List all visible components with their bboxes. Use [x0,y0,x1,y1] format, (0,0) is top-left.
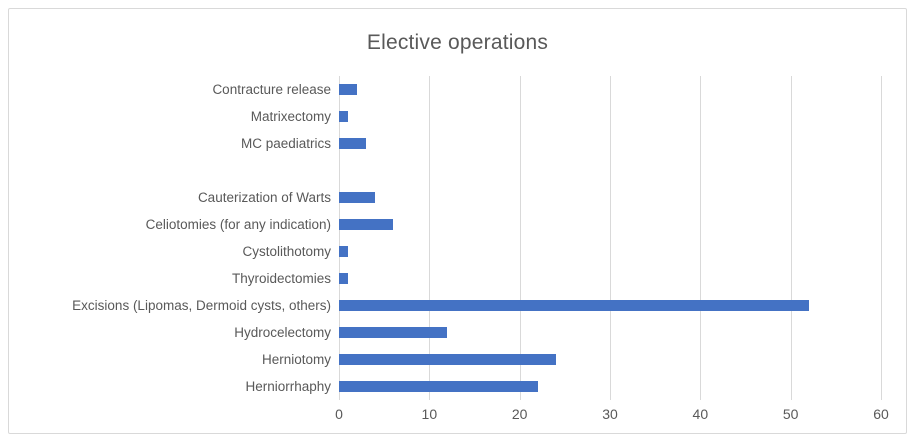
bar [339,300,809,311]
gridline [429,76,431,400]
bar-track [339,265,881,292]
bar [339,327,448,338]
bar [339,381,538,392]
bar [339,246,349,257]
category-label: Thyroidectomies [231,271,331,286]
bar [339,111,349,122]
chart-row [9,157,881,184]
bar-track [339,346,881,373]
gridline [610,76,611,400]
category-label: Excisions (Lipomas, Dermoid cysts, other… [72,298,331,313]
bar [339,273,349,284]
category-label: Cauterization of Warts [197,190,331,205]
category-label: Cystolithotomy [242,244,331,259]
x-axis-tick-label: 60 [873,406,889,422]
bar-track [339,130,881,157]
chart-area: Elective operations Contracture release M… [8,8,907,434]
chart-row: Celiotomies (for any indication) [9,211,881,238]
bar-track [339,211,881,238]
bar-track [339,103,881,130]
bar-track [339,157,881,184]
chart-row: Excisions (Lipomas, Dermoid cysts, other… [9,292,881,319]
chart-row: Herniorrhaphy [9,373,881,400]
category-label: Herniorrhaphy [245,379,331,394]
bar [339,192,376,203]
bar-track [339,319,881,346]
x-axis-tick-label: 20 [511,406,528,422]
gridline [700,76,702,400]
x-axis-tick-label: 40 [692,406,709,422]
gridlines [339,76,882,400]
chart-title: Elective operations [366,31,549,54]
category-label: Contracture release [212,82,331,97]
chart-row: Matrixectomy [9,103,881,130]
chart-row: Hydrocelectomy [9,319,881,346]
bar-track [339,373,881,400]
category-label: Matrixectomy [250,109,331,124]
chart-row: Contracture release [9,76,881,103]
gridline [519,76,521,400]
plot-area: Contracture release Matrixectomy MC paedia… [72,76,882,400]
x-axis-tick-label: 0 [335,406,343,422]
category-label: MC paediatrics [240,136,331,151]
gridline [881,76,882,400]
bar [339,354,556,365]
category-label: Hydrocelectomy [234,325,331,340]
chart-row: Cystolithotomy [9,238,881,265]
category-label [9,157,339,184]
bar-rows: Contracture release Matrixectomy MC paedia… [9,76,881,400]
bar [339,219,394,230]
bar [339,138,367,149]
x-axis-tick-label: 50 [782,406,799,422]
bar-track [339,292,881,319]
x-axis-tick-label: 30 [602,406,618,422]
gridline [790,76,792,400]
chart-row: MC paediatrics [9,130,881,157]
chart-row: Thyroidectomies [9,265,881,292]
category-label: Herniotomy [261,352,331,367]
chart-row: Herniotomy [9,346,881,373]
bar-track [339,76,881,103]
chart-row: Cauterization of Warts [9,184,881,211]
bar [339,84,358,95]
bar-track [339,184,881,211]
x-axis-tick-label: 10 [421,406,438,422]
bar-track [339,238,881,265]
category-axis-line [339,76,340,400]
category-label: Celiotomies (for any indication) [145,217,331,232]
x-axis-tick-labels: 0 10 20 30 40 50 60 [335,406,889,426]
